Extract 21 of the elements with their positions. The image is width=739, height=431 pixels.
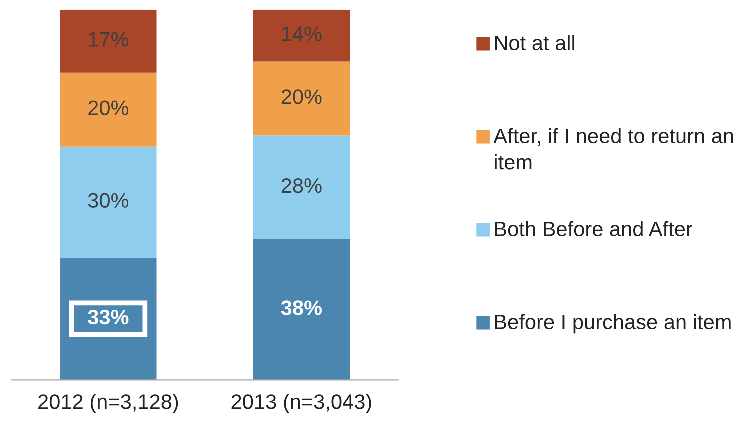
bar (60, 72, 157, 147)
bar (60, 10, 157, 73)
data-label: 38% (281, 300, 322, 316)
data-label: 20% (282, 90, 322, 104)
legend-label: Before I purchase an item (495, 314, 731, 334)
x-tick-label: 2012 (n=3,128) (38, 394, 178, 414)
data-label: 28% (282, 178, 322, 194)
bar (253, 62, 350, 136)
data-label: 14% (282, 26, 322, 42)
bar (60, 146, 157, 258)
legend-label: Not at all (495, 35, 574, 51)
legend-label: After, if I need to return an item (494, 128, 734, 170)
data-label: 17% (89, 32, 129, 47)
data-label: 20% (88, 100, 129, 116)
data-label: 30% (88, 193, 129, 208)
bar (253, 10, 350, 62)
x-tick-label: 2013 (n=3,043) (232, 394, 372, 414)
bar (253, 239, 350, 380)
legend-label: Both Before and After (495, 221, 693, 237)
data-label: 33% (88, 310, 129, 325)
bar (253, 136, 350, 240)
